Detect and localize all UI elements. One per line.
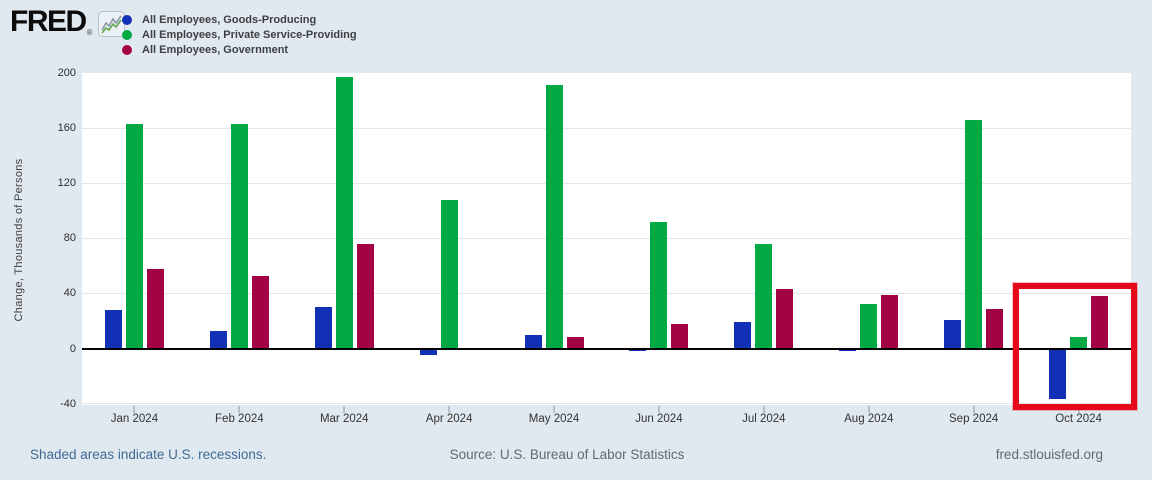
bar-oct-2024-series2: [1070, 337, 1088, 349]
x-tick-mark: [343, 406, 346, 413]
legend-item-label: All Employees, Goods-Producing: [142, 13, 317, 26]
x-tick-label-may-2024: May 2024: [528, 413, 580, 425]
legend-item-label: All Employees, Private Service-Providing: [142, 28, 357, 41]
x-tick-mark: [972, 406, 975, 413]
x-tick-label-apr-2024: Apr 2024: [425, 413, 473, 425]
bar-apr-2024-series2: [440, 199, 458, 349]
x-tick-mark: [657, 406, 660, 413]
legend-item-3[interactable]: All Employees, Government: [122, 42, 357, 57]
chart-legend: All Employees, Goods-Producing All Employ…: [122, 12, 357, 57]
bar-jun-2024-series2: [650, 221, 668, 349]
y-tick-label-120: 120: [57, 177, 76, 190]
legend-item-label: All Employees, Government: [142, 43, 289, 56]
fred-logo-text: FRED: [10, 5, 87, 38]
legend-item-1[interactable]: All Employees, Goods-Producing: [122, 12, 357, 27]
y-tick-label-80: 80: [63, 232, 76, 245]
x-tick-label-jul-2024: Jul 2024: [742, 413, 786, 425]
bar-may-2024-series2: [545, 85, 563, 349]
bar-mar-2024-series3: [356, 243, 374, 349]
x-tick-label-jan-2024: Jan 2024: [110, 413, 159, 425]
gridline-160: [82, 127, 1131, 129]
bar-jul-2024-series3: [776, 289, 794, 349]
bar-may-2024-series1: [524, 334, 542, 349]
bar-feb-2024-series2: [230, 123, 248, 349]
fred-url-link[interactable]: fred.stlouisfed.org: [995, 447, 1103, 462]
x-tick-label-oct-2024: Oct 2024: [1055, 413, 1102, 425]
gridline--40: [82, 403, 1131, 405]
legend-dot-icon: [122, 29, 132, 40]
bar-aug-2024-series3: [881, 294, 899, 349]
y-tick-label-0: 0: [69, 342, 76, 355]
recessions-link[interactable]: Shaded areas indicate U.S. recessions.: [30, 447, 267, 462]
bar-mar-2024-series1: [314, 307, 332, 349]
y-tick-label-160: 160: [57, 122, 76, 135]
gridline-120: [82, 182, 1131, 184]
line-chart-icon: [97, 11, 125, 37]
x-tick-mark: [867, 406, 870, 413]
x-tick-label-aug-2024: Aug 2024: [844, 413, 894, 425]
x-tick-mark: [762, 406, 765, 413]
x-tick-label-sep-2024: Sep 2024: [949, 413, 999, 425]
bar-jan-2024-series3: [146, 268, 164, 349]
registered-mark-icon: ®: [86, 28, 93, 37]
bar-jun-2024-series3: [671, 323, 689, 349]
highlight-rectangle: [1013, 283, 1137, 410]
gridline-80: [82, 237, 1131, 239]
x-tick-mark: [133, 406, 136, 413]
bar-aug-2024-series1: [839, 348, 857, 352]
bar-jul-2024-series2: [755, 243, 773, 349]
bar-may-2024-series3: [566, 337, 584, 349]
y-tick-label-40: 40: [63, 287, 76, 300]
bar-jan-2024-series2: [125, 123, 143, 349]
y-tick-label--40: -40: [60, 397, 76, 410]
source-link[interactable]: Source: U.S. Bureau of Labor Statistics: [449, 447, 685, 462]
y-axis: 200 160 120 80 40 0 -40: [0, 0, 76, 480]
x-tick-label-jun-2024: Jun 2024: [635, 413, 683, 425]
legend-dot-icon: [122, 44, 132, 55]
bar-jun-2024-series1: [629, 348, 647, 352]
x-tick-mark: [448, 406, 451, 413]
plot-area[interactable]: [82, 73, 1131, 405]
bar-oct-2024-series3: [1091, 296, 1109, 349]
bar-apr-2024-series1: [419, 348, 437, 356]
bar-sep-2024-series1: [944, 319, 962, 349]
gridline-40: [82, 292, 1131, 294]
y-tick-label-200: 200: [57, 67, 76, 79]
bar-feb-2024-series3: [251, 275, 269, 349]
bar-feb-2024-series1: [209, 330, 227, 349]
fred-logo[interactable]: FRED ®: [10, 5, 125, 38]
bar-oct-2024-series1: [1049, 348, 1067, 400]
bar-aug-2024-series2: [860, 304, 878, 349]
bar-jan-2024-series1: [104, 309, 122, 349]
x-tick-label-feb-2024: Feb 2024: [215, 413, 264, 425]
zero-line: [82, 347, 1131, 350]
bar-sep-2024-series2: [965, 119, 983, 349]
x-tick-mark: [553, 406, 556, 413]
bar-sep-2024-series3: [986, 308, 1004, 349]
legend-dot-icon: [122, 14, 132, 25]
bar-mar-2024-series2: [335, 77, 353, 349]
bar-jul-2024-series1: [734, 322, 752, 349]
legend-item-2[interactable]: All Employees, Private Service-Providing: [122, 27, 357, 42]
x-tick-mark: [238, 406, 241, 413]
x-tick-label-mar-2024: Mar 2024: [319, 413, 369, 425]
